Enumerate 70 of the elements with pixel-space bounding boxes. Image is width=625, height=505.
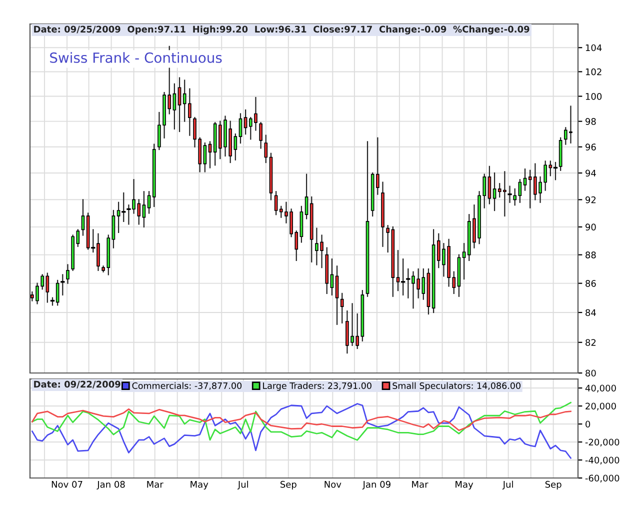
annotation: Date: 09/22/2009: [34, 380, 120, 388]
x-tick-label: Jan 09: [362, 480, 390, 490]
y-tick-label: 88: [586, 252, 596, 258]
y-tick-label: 80: [586, 370, 596, 377]
y-tick-label: 96: [586, 144, 596, 150]
y-tick-label: 86: [586, 280, 596, 287]
candlestick: [244, 109, 248, 135]
candlestick: [304, 174, 308, 220]
candlestick: [203, 142, 207, 172]
y-tick-label: 40,000: [585, 384, 616, 392]
y-tick-label: 94: [586, 170, 596, 177]
line-series: [31, 403, 572, 459]
candlestick: [335, 266, 339, 325]
y-tick-label: -20,000: [585, 438, 620, 446]
candlestick: [330, 258, 334, 296]
x-tick-label: Mar: [412, 481, 428, 488]
candlestick: [340, 292, 344, 324]
x-tick-label: Jul: [502, 480, 513, 490]
candlestick: [66, 264, 70, 284]
candlestick: [492, 172, 496, 212]
candlestick: [274, 191, 278, 216]
candlestick: [376, 137, 380, 195]
line-series: [31, 402, 572, 441]
y-tick-label: 90: [586, 224, 596, 230]
x-tick-label: Sep: [545, 480, 562, 490]
candlestick: [264, 134, 268, 164]
candlestick: [488, 166, 492, 204]
candlestick: [147, 191, 151, 214]
y-tick-label: -60,000: [585, 474, 620, 482]
x-tick-label: Nov: [324, 481, 342, 488]
y-tick-label: 100: [586, 92, 602, 100]
candlestick: [528, 170, 532, 208]
x-tick-label: May: [456, 481, 474, 490]
y-tick-label: 98: [586, 118, 596, 125]
x-tick-label: Nov 07: [52, 480, 82, 488]
candlestick: [142, 191, 146, 228]
y-tick-label: 84: [586, 309, 596, 316]
candlestick: [259, 122, 262, 149]
candlestick: [518, 179, 522, 203]
y-tick-label: 82: [586, 339, 596, 346]
candlestick: [208, 141, 212, 168]
legend-label: Large Traders: 23,791.00: [263, 382, 372, 391]
text: Swiss Frank - Continuous: [50, 52, 222, 63]
y-tick-label: 0: [586, 420, 590, 428]
x-tick-label: Sep: [280, 480, 296, 490]
candlestick: [462, 243, 466, 280]
legend-label: Small Speculators: 14,086.00: [392, 382, 520, 391]
candlestick: [172, 83, 176, 130]
x-tick-label: Jul: [237, 480, 248, 490]
candlestick: [234, 133, 238, 160]
y-tick-label: 20,000: [586, 402, 616, 410]
candlestick: [76, 229, 80, 247]
x-tick-label: Mar: [147, 481, 164, 488]
candlestick: [523, 168, 527, 191]
x-tick-label: Jan 08: [96, 480, 125, 490]
line-series: [31, 408, 572, 432]
candlestick: [46, 272, 50, 303]
candlestick: [513, 188, 517, 206]
candlestick: [238, 113, 242, 144]
x-tick-label: May: [190, 481, 208, 490]
y-tick-label: 104: [586, 44, 602, 52]
y-tick-label: 102: [586, 68, 602, 76]
candlestick: [112, 210, 116, 248]
legend-label: Commercials: -37,877.00: [132, 382, 242, 390]
y-tick-label: 92: [586, 196, 596, 204]
candlestick: [81, 199, 85, 236]
annotation: Date: 09/25/2009 Open:97.11 High:99.20 Low:96.31 Close:97.17 Change:-0.09 %Change:-0.09: [34, 26, 530, 34]
y-tick-label: -40,000: [585, 456, 620, 464]
candlestick: [178, 77, 182, 132]
candlestick: [386, 224, 390, 253]
